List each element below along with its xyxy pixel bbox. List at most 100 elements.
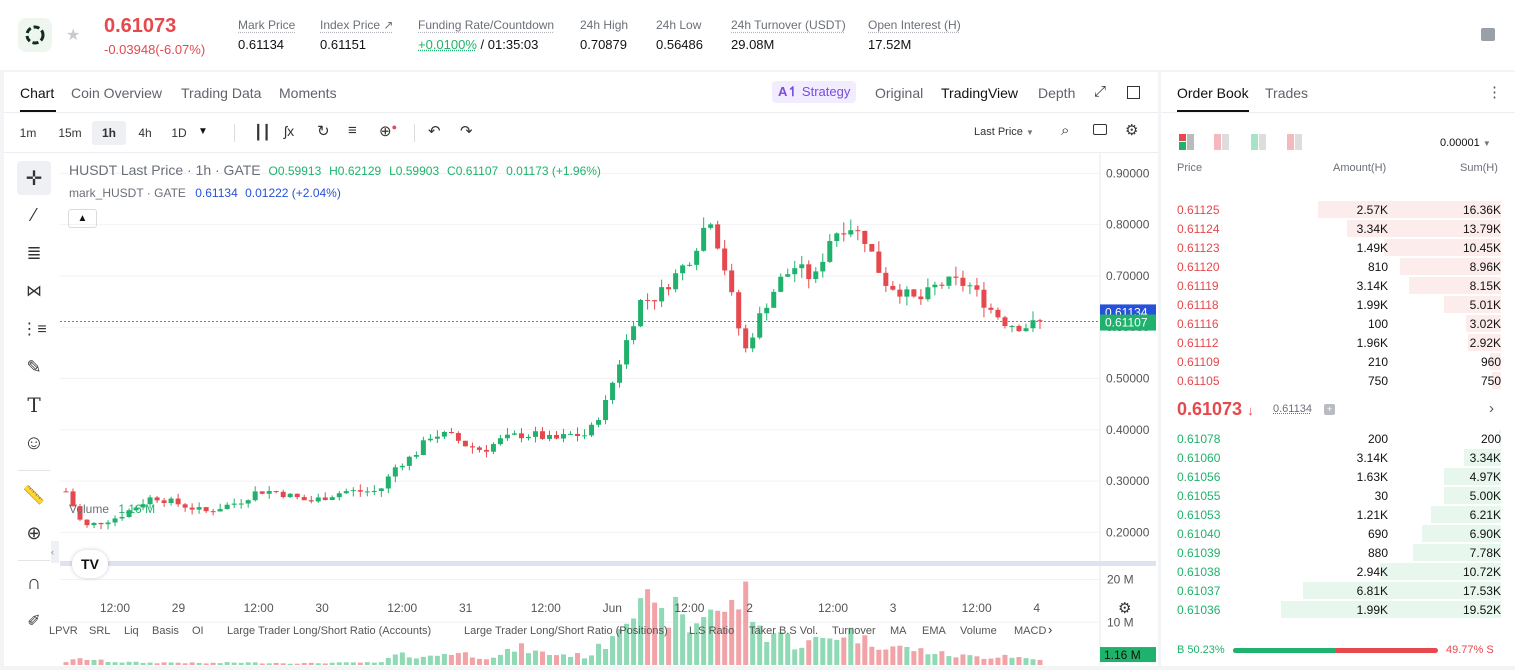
- magnet-icon[interactable]: ∩: [26, 571, 42, 594]
- tab-coin-overview[interactable]: Coin Overview: [71, 85, 163, 101]
- bid-row[interactable]: 0.61036 1.99K 19.52K: [1161, 600, 1515, 619]
- volume-bar: [322, 663, 328, 665]
- timeframe-15m[interactable]: 15m: [58, 126, 82, 140]
- brush-tool-icon[interactable]: ✎: [26, 356, 42, 377]
- book-icon[interactable]: [1481, 28, 1495, 41]
- timeframe-4h[interactable]: 4h: [138, 126, 152, 140]
- order-amount: 1.63K: [1356, 470, 1388, 484]
- ask-row[interactable]: 0.61109 210 960: [1161, 352, 1515, 371]
- bid-row[interactable]: 0.61078 200 200: [1161, 429, 1515, 448]
- bid-row[interactable]: 0.61053 1.21K 6.21K: [1161, 505, 1515, 524]
- indicator-ema[interactable]: EMA: [922, 625, 946, 637]
- price-chart[interactable]: 0.900000.800000.700000.600000.500000.400…: [60, 153, 1156, 665]
- chevron-right-icon[interactable]: ›: [1489, 400, 1494, 417]
- draw-lock-icon[interactable]: ✐: [27, 613, 41, 630]
- compare-icon[interactable]: ↻: [317, 123, 330, 140]
- price-type-select[interactable]: Last Price ▼: [974, 126, 1034, 138]
- window-icon[interactable]: [1127, 86, 1140, 99]
- collapse-legend-icon[interactable]: ▲: [68, 209, 97, 228]
- ask-row[interactable]: 0.61116 100 3.02K: [1161, 314, 1515, 333]
- order-sum: 6.90K: [1469, 527, 1501, 541]
- view-depth[interactable]: Depth: [1038, 85, 1076, 101]
- indicator-liq[interactable]: Liq: [124, 625, 139, 637]
- indicator-turnover[interactable]: Turnover: [832, 625, 876, 637]
- depth-bar: [1421, 525, 1501, 542]
- indicator-macd[interactable]: MACD: [1014, 625, 1047, 637]
- bid-row[interactable]: 0.61037 6.81K 17.53K: [1161, 581, 1515, 600]
- camera-icon[interactable]: [1093, 124, 1107, 135]
- indicator-oi[interactable]: OI: [192, 625, 204, 637]
- emoji-tool-icon[interactable]: ☺: [23, 431, 45, 454]
- zoom-in-icon[interactable]: ⊕: [26, 522, 42, 543]
- volume-bar: [203, 663, 209, 665]
- ask-row[interactable]: 0.61120 810 8.96K: [1161, 257, 1515, 276]
- volume-bar: [238, 662, 244, 665]
- book-view-asks-icon[interactable]: [1214, 134, 1230, 150]
- indicator-large-trader-long-short-ratio-accounts-[interactable]: Large Trader Long/Short Ratio (Accounts): [227, 625, 432, 637]
- indicator-basis[interactable]: Basis: [152, 625, 179, 637]
- bid-row[interactable]: 0.61060 3.14K 3.34K: [1161, 448, 1515, 467]
- time-axis-settings-icon[interactable]: ⚙: [1118, 600, 1132, 617]
- timeframe-1h[interactable]: 1h: [92, 121, 126, 145]
- bid-row[interactable]: 0.61056 1.63K 4.97K: [1161, 467, 1515, 486]
- view-original[interactable]: Original: [875, 85, 924, 101]
- mid-mark-price[interactable]: 0.61134: [1273, 403, 1312, 415]
- indicator-taker-b-s-vol-[interactable]: Taker B.S Vol.: [749, 625, 819, 637]
- tab-chart[interactable]: Chart: [20, 85, 55, 101]
- stat-index-price[interactable]: Index Price ↗ 0.61151: [320, 18, 394, 52]
- indicator-srl[interactable]: SRL: [89, 625, 111, 637]
- timeframe-dropdown-icon[interactable]: ▼: [198, 126, 208, 137]
- candle-type-icon[interactable]: ┃┃: [254, 124, 271, 140]
- fib-tool-icon[interactable]: ≣: [26, 242, 42, 263]
- projection-tool-icon[interactable]: ⋮≡: [21, 321, 47, 338]
- indicator-lpvr[interactable]: LPVR: [49, 625, 78, 637]
- timeframe-1d[interactable]: 1D: [171, 126, 187, 140]
- view-tradingview[interactable]: TradingView: [941, 85, 1019, 101]
- gear-icon[interactable]: ⚙: [1125, 122, 1139, 139]
- pattern-tool-icon[interactable]: ⋈: [26, 283, 42, 300]
- text-tool-icon[interactable]: T: [27, 393, 41, 417]
- ruler-tool-icon[interactable]: 📏: [22, 484, 46, 505]
- bid-row[interactable]: 0.61038 2.94K 10.72K: [1161, 562, 1515, 581]
- redo-icon[interactable]: ↷: [460, 123, 473, 140]
- indicator-volume[interactable]: Volume: [960, 625, 997, 637]
- ask-row[interactable]: 0.61124 3.34K 13.79K: [1161, 219, 1515, 238]
- search-icon[interactable]: ⌕: [1061, 122, 1070, 139]
- precision-select[interactable]: 0.00001 ▼: [1440, 137, 1491, 149]
- bid-row[interactable]: 0.61040 690 6.90K: [1161, 524, 1515, 543]
- indicators-icon[interactable]: ʃx: [284, 123, 295, 139]
- candle-body: [455, 433, 461, 441]
- favorite-star-icon[interactable]: ★: [66, 27, 81, 44]
- trendline-tool-icon[interactable]: ⁄: [32, 204, 36, 225]
- bid-row[interactable]: 0.61055 30 5.00K: [1161, 486, 1515, 505]
- book-view-split-icon[interactable]: [1287, 134, 1303, 150]
- template-icon[interactable]: ≡: [348, 122, 357, 139]
- indicator-l-s-ratio[interactable]: L.S Ratio: [689, 625, 735, 637]
- indicator-ma[interactable]: MA: [890, 625, 907, 637]
- more-options-icon[interactable]: ⋮: [1487, 84, 1502, 101]
- strategy-button[interactable]: A↿ Strategy: [772, 81, 857, 103]
- crosshair-tool-icon[interactable]: ✛: [17, 161, 51, 195]
- ask-row[interactable]: 0.61105 750 750: [1161, 371, 1515, 390]
- book-view-bids-icon[interactable]: [1251, 134, 1267, 150]
- indicator-large-trader-long-short-ratio-positions-[interactable]: Large Trader Long/Short Ratio (Positions…: [464, 625, 668, 637]
- tab-trading-data[interactable]: Trading Data: [181, 85, 262, 101]
- tab-order-book[interactable]: Order Book: [1177, 85, 1249, 101]
- undo-icon[interactable]: ↶: [428, 123, 441, 140]
- collapse-toolbar-icon[interactable]: ‹: [51, 541, 59, 563]
- book-view-both-icon[interactable]: [1179, 134, 1195, 150]
- info-icon[interactable]: +: [1324, 404, 1335, 415]
- tab-moments[interactable]: Moments: [279, 85, 337, 101]
- tab-trades[interactable]: Trades: [1265, 85, 1309, 101]
- alert-add-icon[interactable]: ⊕●: [379, 122, 398, 140]
- ask-row[interactable]: 0.61119 3.14K 8.15K: [1161, 276, 1515, 295]
- bid-row[interactable]: 0.61039 880 7.78K: [1161, 543, 1515, 562]
- timeframe-1m[interactable]: 1m: [19, 126, 37, 140]
- ask-row[interactable]: 0.61125 2.57K 16.36K: [1161, 200, 1515, 219]
- order-amount: 1.96K: [1356, 336, 1388, 350]
- ask-row[interactable]: 0.61123 1.49K 10.45K: [1161, 238, 1515, 257]
- ask-row[interactable]: 0.61118 1.99K 5.01K: [1161, 295, 1515, 314]
- indicator-scroll-right-icon[interactable]: ›: [1048, 622, 1053, 637]
- expand-icon[interactable]: ⤢: [1094, 83, 1107, 100]
- ask-row[interactable]: 0.61112 1.96K 2.92K: [1161, 333, 1515, 352]
